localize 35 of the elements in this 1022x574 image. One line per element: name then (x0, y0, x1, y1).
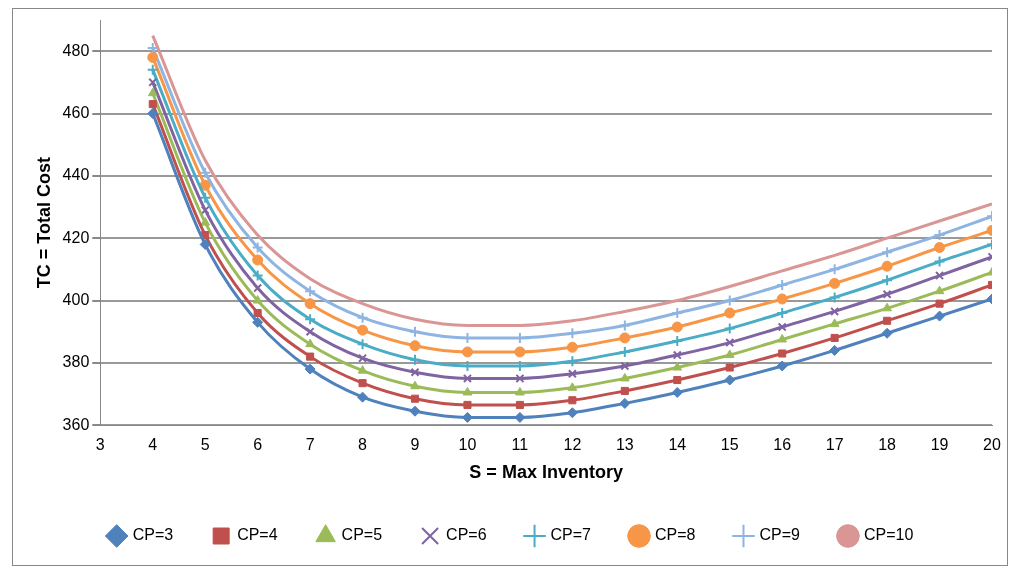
x-tick-label: 19 (930, 436, 949, 454)
x-tick-label: 5 (200, 436, 210, 454)
legend-label: CP=3 (132, 526, 174, 544)
x-tick-label: 18 (878, 436, 897, 454)
x-tick-label: 9 (410, 436, 420, 454)
x-tick-label: 3 (95, 436, 105, 454)
x-tick-label: 10 (458, 436, 477, 454)
x-tick-label: 14 (668, 436, 687, 454)
x-tick-label: 11 (511, 436, 529, 454)
legend-label: CP=7 (550, 526, 592, 544)
x-tick-label: 13 (615, 436, 634, 454)
y-tick-label: 460 (62, 103, 90, 121)
legend-label: CP=9 (759, 526, 801, 544)
y-tick-label: 380 (62, 353, 90, 371)
x-tick-label: 8 (358, 436, 368, 454)
y-tick-label: 360 (62, 415, 90, 433)
y-tick-label: 420 (62, 228, 90, 246)
legend-label: CP=4 (237, 526, 278, 544)
legend-label: CP=8 (655, 526, 696, 544)
x-tick-label: 15 (720, 436, 739, 454)
x-tick-label: 12 (563, 436, 582, 454)
x-tick-label: 20 (983, 436, 1001, 454)
y-tick-label: 480 (62, 41, 90, 59)
y-tick-label: 400 (62, 290, 90, 308)
y-axis-title: TC = Total Cost (33, 157, 54, 289)
x-tick-label: 16 (773, 436, 792, 454)
x-tick-label: 4 (148, 436, 158, 454)
x-tick-label: 7 (305, 436, 315, 454)
x-tick-label: 17 (825, 436, 844, 454)
y-tick-label: 440 (62, 166, 90, 184)
legend-label: CP=5 (341, 526, 383, 544)
x-axis-title: S = Max Inventory (469, 462, 623, 483)
x-tick-label: 6 (253, 436, 263, 454)
legend-label: CP=10 (863, 526, 914, 544)
legend-label: CP=6 (446, 526, 487, 544)
